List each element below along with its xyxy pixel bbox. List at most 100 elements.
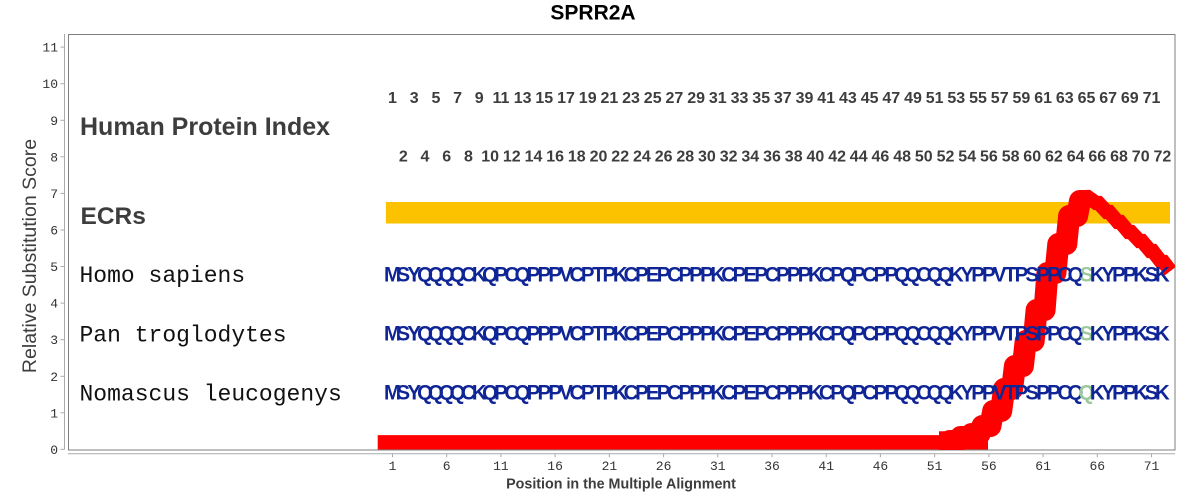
svg-text:P: P: [852, 381, 866, 405]
svg-text:P: P: [494, 263, 508, 287]
svg-text:1: 1: [388, 90, 397, 107]
svg-text:P: P: [733, 322, 747, 346]
svg-text:P: P: [678, 322, 692, 346]
svg-text:V: V: [993, 322, 1007, 346]
svg-text:C: C: [667, 381, 682, 405]
svg-text:M: M: [384, 381, 401, 405]
svg-text:P: P: [971, 263, 985, 287]
svg-text:P: P: [982, 381, 996, 405]
svg-text:K: K: [808, 381, 823, 405]
svg-text:T: T: [1004, 381, 1017, 405]
svg-text:S: S: [1025, 263, 1039, 287]
svg-text:P: P: [657, 381, 671, 405]
svg-text:P: P: [754, 322, 768, 346]
svg-text:C: C: [862, 381, 877, 405]
svg-text:72: 72: [1154, 149, 1172, 166]
svg-text:Position in the Multiple Align: Position in the Multiple Alignment: [506, 477, 736, 493]
svg-text:Q: Q: [450, 381, 466, 405]
svg-text:P: P: [830, 322, 844, 346]
svg-text:56: 56: [980, 149, 998, 166]
svg-text:E: E: [744, 381, 758, 405]
svg-text:SPRR2A: SPRR2A: [550, 2, 635, 25]
svg-text:63: 63: [1056, 90, 1074, 107]
svg-text:38: 38: [785, 149, 803, 166]
svg-text:E: E: [646, 263, 660, 287]
svg-text:P: P: [830, 263, 844, 287]
svg-text:P: P: [548, 381, 562, 405]
svg-text:39: 39: [796, 90, 814, 107]
svg-text:47: 47: [882, 90, 900, 107]
svg-text:Q: Q: [417, 322, 433, 346]
svg-text:0: 0: [50, 443, 58, 458]
svg-text:6: 6: [442, 149, 451, 166]
svg-text:P: P: [603, 263, 617, 287]
svg-text:Y: Y: [1101, 381, 1115, 405]
svg-text:V: V: [559, 263, 573, 287]
svg-text:C: C: [504, 381, 519, 405]
svg-text:K: K: [1155, 263, 1170, 287]
svg-text:Q: Q: [938, 381, 954, 405]
svg-text:K: K: [1090, 322, 1105, 346]
svg-text:ECRs: ECRs: [81, 203, 146, 230]
svg-text:36: 36: [763, 149, 781, 166]
svg-text:P: P: [884, 263, 898, 287]
svg-text:Q: Q: [840, 381, 856, 405]
svg-text:P: P: [635, 381, 649, 405]
svg-text:P: P: [700, 263, 714, 287]
svg-text:21: 21: [602, 459, 618, 474]
svg-text:E: E: [646, 381, 660, 405]
svg-text:K: K: [613, 322, 628, 346]
svg-text:P: P: [787, 322, 801, 346]
svg-text:5: 5: [431, 90, 440, 107]
svg-text:28: 28: [676, 149, 694, 166]
svg-text:P: P: [1015, 381, 1029, 405]
svg-text:P: P: [1112, 322, 1126, 346]
svg-text:Q: Q: [938, 322, 954, 346]
svg-text:K: K: [613, 381, 628, 405]
svg-text:Q: Q: [515, 322, 531, 346]
svg-text:41: 41: [818, 459, 834, 474]
svg-text:P: P: [494, 381, 508, 405]
svg-text:C: C: [819, 322, 834, 346]
svg-text:P: P: [874, 381, 888, 405]
svg-text:68: 68: [1110, 149, 1128, 166]
svg-text:P: P: [798, 322, 812, 346]
svg-text:P: P: [537, 322, 551, 346]
svg-text:24: 24: [633, 149, 651, 166]
svg-text:Q: Q: [1079, 381, 1095, 405]
svg-text:51: 51: [926, 90, 944, 107]
svg-text:C: C: [916, 322, 931, 346]
svg-text:K: K: [710, 263, 725, 287]
svg-text:Y: Y: [407, 263, 421, 287]
svg-text:11: 11: [493, 459, 509, 474]
svg-text:C: C: [765, 263, 780, 287]
svg-text:26: 26: [656, 459, 672, 474]
svg-text:Q: Q: [840, 322, 856, 346]
svg-text:31: 31: [709, 90, 727, 107]
svg-text:P: P: [787, 263, 801, 287]
svg-text:Y: Y: [960, 322, 974, 346]
svg-text:40: 40: [807, 149, 825, 166]
svg-text:Q: Q: [894, 381, 910, 405]
svg-text:P: P: [1112, 263, 1126, 287]
svg-text:K: K: [472, 322, 487, 346]
svg-text:P: P: [982, 263, 996, 287]
svg-text:C: C: [624, 322, 639, 346]
svg-text:C: C: [461, 322, 476, 346]
svg-text:P: P: [548, 322, 562, 346]
svg-text:3: 3: [50, 333, 58, 348]
svg-text:37: 37: [774, 90, 792, 107]
svg-text:C: C: [624, 263, 639, 287]
svg-text:P: P: [754, 263, 768, 287]
svg-text:P: P: [884, 322, 898, 346]
svg-text:C: C: [667, 322, 682, 346]
svg-text:C: C: [1057, 263, 1072, 287]
svg-text:S: S: [1145, 381, 1159, 405]
svg-text:Q: Q: [905, 381, 921, 405]
svg-text:C: C: [461, 381, 476, 405]
svg-text:19: 19: [579, 90, 597, 107]
svg-text:P: P: [971, 381, 985, 405]
svg-text:P: P: [776, 381, 790, 405]
svg-text:Y: Y: [1101, 263, 1115, 287]
svg-text:P: P: [635, 263, 649, 287]
